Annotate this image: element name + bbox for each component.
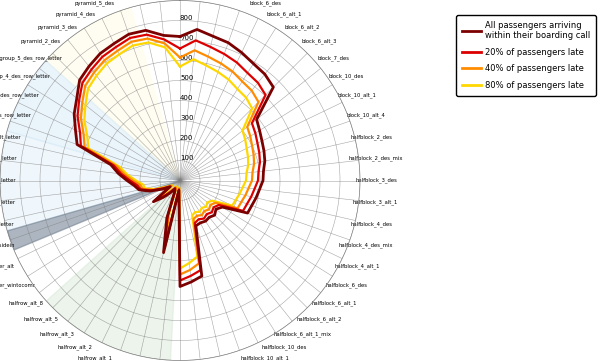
Legend: All passengers arriving
within their boarding call, 20% of passengers late, 40% : All passengers arriving within their boa… xyxy=(457,15,596,96)
